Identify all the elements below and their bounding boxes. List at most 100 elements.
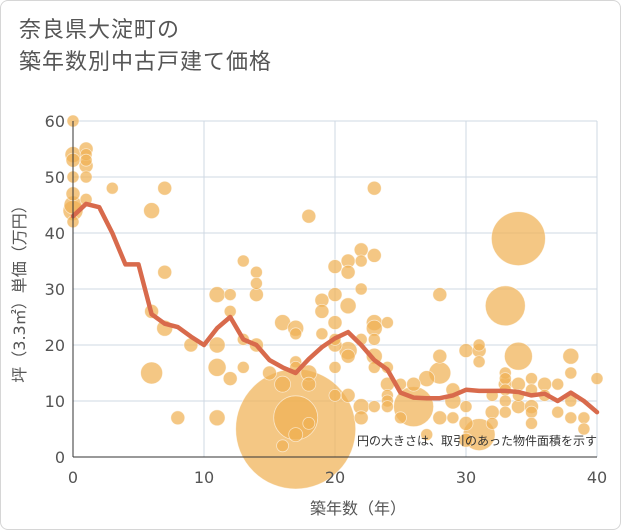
- bubble-point: [458, 415, 474, 431]
- bubble-point: [380, 316, 394, 330]
- bubble-point: [418, 370, 436, 388]
- bubble-point: [208, 409, 226, 427]
- bubble-point: [315, 327, 329, 341]
- bubble-point: [366, 180, 382, 196]
- bubble-point: [406, 376, 422, 392]
- chart-title-line1: 奈良県大淀町の: [19, 18, 181, 43]
- bubble-point: [327, 315, 343, 331]
- y-tick-label: 0: [55, 448, 65, 467]
- average-line-series: [70, 201, 600, 415]
- bubble-point: [340, 348, 356, 364]
- bubble-point: [458, 343, 474, 359]
- bubble-point: [328, 360, 342, 374]
- bubble-point: [525, 405, 538, 419]
- bubble-point: [367, 332, 381, 346]
- x-tick-label: 40: [587, 468, 607, 487]
- bubble-point: [301, 208, 317, 224]
- bubble-point: [302, 416, 316, 430]
- bubble-point: [223, 288, 237, 302]
- bubble-point: [301, 376, 317, 392]
- bubble-point: [459, 400, 473, 414]
- bubble-point: [432, 287, 448, 303]
- bubble-point: [498, 405, 512, 419]
- bubble-point: [525, 416, 538, 430]
- bubble-point: [276, 439, 290, 453]
- bubble-point: [590, 372, 604, 386]
- bubble-point: [79, 153, 93, 167]
- bubble-point: [328, 388, 342, 402]
- bubble-point: [143, 202, 161, 220]
- y-tick-label: 10: [45, 392, 65, 411]
- x-tick-label: 30: [456, 468, 476, 487]
- y-axis-label: 坪（3.3㎡）単価（万円）: [10, 197, 29, 382]
- x-axis-label: 築年数（年）: [310, 499, 406, 518]
- bubble-point: [551, 405, 565, 419]
- bubble-point: [564, 411, 578, 425]
- bubble-point: [249, 276, 263, 290]
- bubble-point: [236, 254, 250, 268]
- bubble-point: [339, 297, 357, 315]
- bubble-point: [208, 336, 226, 354]
- average-price-line: [70, 201, 600, 415]
- bubble-point: [498, 394, 512, 408]
- bubble-point: [564, 366, 578, 380]
- bubble-point: [446, 411, 460, 425]
- bubble-point: [157, 180, 173, 196]
- bubble-point: [504, 341, 533, 371]
- y-tick-label: 60: [45, 112, 65, 131]
- bubble-point: [222, 371, 238, 387]
- bubble-point: [262, 365, 277, 381]
- bubble-point: [577, 411, 591, 425]
- bubble-point: [394, 411, 407, 425]
- bubble-point: [485, 416, 499, 430]
- bubble-point: [551, 377, 565, 391]
- bubble-point: [472, 355, 486, 369]
- bubble-point: [432, 410, 448, 426]
- bubble-point: [236, 360, 250, 374]
- bubble-point: [274, 375, 292, 393]
- x-tick-label: 10: [194, 468, 214, 487]
- bubble-point: [472, 338, 486, 352]
- bubble-point: [327, 287, 343, 303]
- bubble-point: [105, 181, 119, 195]
- y-tick-label: 40: [45, 224, 65, 243]
- bubble-series: [62, 114, 604, 490]
- bubble-point: [340, 387, 356, 403]
- bubble-point: [577, 422, 591, 436]
- bubble-point: [484, 285, 526, 327]
- bubble-point: [208, 286, 226, 304]
- bubble-point: [420, 428, 434, 442]
- bubble-point: [367, 400, 381, 414]
- bubble-point: [432, 348, 448, 364]
- bubble-point: [314, 303, 330, 319]
- axis-ticks: 0 10 20 30 40 50 60 0 10 20 30 40: [45, 112, 608, 487]
- bubble-point: [562, 347, 580, 365]
- bubble-point: [140, 361, 164, 385]
- bubble-point: [498, 372, 512, 386]
- bubble-point: [354, 282, 368, 296]
- y-tick-label: 50: [45, 168, 65, 187]
- bubble-point: [288, 427, 304, 443]
- bubble-point: [207, 357, 227, 377]
- bubble-point: [458, 432, 474, 448]
- x-tick-label: 0: [68, 468, 78, 487]
- bubble-point: [340, 264, 356, 280]
- bubble-point: [249, 265, 263, 279]
- y-tick-label: 20: [45, 336, 65, 355]
- chart-title: 奈良県大淀町の 築年数別中古戸建て価格: [19, 15, 272, 79]
- bubble-point: [170, 410, 186, 426]
- x-tick-label: 20: [325, 468, 345, 487]
- y-tick-label: 30: [45, 280, 65, 299]
- bubble-point: [289, 327, 303, 341]
- bubble-point: [327, 259, 343, 275]
- bubble-point: [525, 372, 538, 386]
- bubble-point: [366, 247, 382, 263]
- bubble-point: [157, 264, 173, 280]
- chart-title-line2: 築年数別中古戸建て価格: [19, 50, 273, 75]
- bubble-point: [353, 410, 369, 426]
- bubble-point: [354, 254, 368, 268]
- bubble-point: [491, 211, 546, 267]
- bubble-size-note: 円の大きさは、取引のあった物件面積を示す: [357, 433, 597, 448]
